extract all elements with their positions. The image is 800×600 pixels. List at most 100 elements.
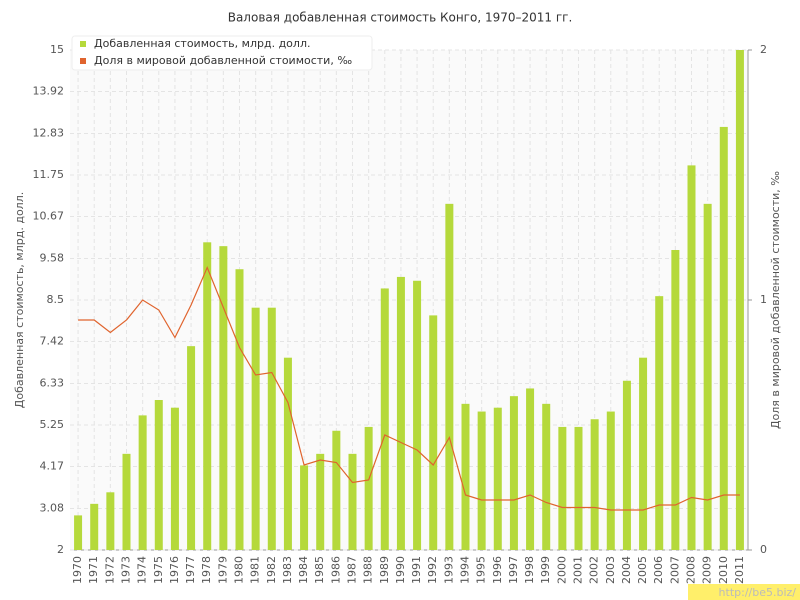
- x-tick-label: 1992: [426, 556, 439, 584]
- x-tick-label: 2011: [733, 556, 746, 584]
- y-tick-label: 11.75: [33, 168, 65, 181]
- bar: [606, 411, 615, 550]
- x-tick-label: 2008: [685, 556, 698, 584]
- bar: [574, 426, 583, 550]
- x-tick-label: 1991: [410, 556, 423, 584]
- bar: [590, 419, 599, 550]
- bar: [267, 307, 276, 550]
- x-tick-label: 2001: [572, 556, 585, 584]
- line: [78, 265, 740, 511]
- bar: [396, 276, 405, 550]
- x-tick-label: 1971: [87, 556, 100, 584]
- bar: [639, 357, 648, 550]
- bar: [364, 426, 373, 550]
- y2-tick-label: 0: [760, 543, 767, 556]
- bar: [332, 430, 341, 550]
- x-tick-label: 1978: [200, 556, 213, 584]
- bar: [509, 396, 518, 550]
- watermark-bg: [688, 584, 800, 600]
- bar: [316, 453, 325, 550]
- legend-label: Добавленная стоимость, млрд. долл.: [94, 37, 310, 50]
- bar: [122, 453, 131, 550]
- bar: [106, 492, 115, 550]
- bar: [251, 307, 260, 550]
- x-tick-label: 1997: [507, 556, 520, 584]
- x-tick-label: 1998: [523, 556, 536, 584]
- bar: [170, 407, 179, 550]
- y-tick-label: 15: [50, 43, 64, 56]
- bar: [203, 242, 212, 551]
- bar: [558, 426, 567, 550]
- bar: [138, 415, 147, 550]
- x-tick-label: 2010: [717, 556, 730, 584]
- bar: [719, 126, 728, 550]
- x-tick-label: 2005: [636, 556, 649, 584]
- chart-title: Валовая добавленная стоимость Конго, 197…: [228, 11, 573, 25]
- legend-label: Доля в мировой добавленной стоимости, ‰: [94, 54, 352, 67]
- bar: [477, 411, 486, 550]
- y-tick-label: 9.58: [40, 251, 65, 264]
- y2-axis-label: Доля в мировой добавленной стоимости, ‰: [769, 171, 782, 429]
- y-tick-label: 12.83: [33, 126, 65, 139]
- bar: [90, 503, 99, 550]
- x-tick-label: 2002: [588, 556, 601, 584]
- y-tick-label: 6.33: [40, 376, 65, 389]
- x-tick-label: 1989: [378, 556, 391, 584]
- bar: [703, 203, 712, 550]
- x-tick-label: 2009: [701, 556, 714, 584]
- bar: [74, 515, 83, 550]
- y-axis-label: Добавленная стоимость, млрд. долл.: [13, 192, 26, 408]
- x-tick-label: 1988: [362, 556, 375, 584]
- y-tick-label: 7.42: [40, 335, 65, 348]
- x-tick-label: 1980: [233, 556, 246, 584]
- x-tick-label: 1986: [329, 556, 342, 584]
- x-tick-label: 1981: [249, 556, 262, 584]
- legend-swatch: [80, 41, 86, 47]
- bar: [655, 296, 664, 550]
- bar: [413, 280, 422, 550]
- x-tick-label: 2003: [604, 556, 617, 584]
- x-tick-label: 1973: [120, 556, 133, 584]
- x-tick-label: 1975: [152, 556, 165, 584]
- bar: [493, 407, 502, 550]
- x-tick-label: 1979: [216, 556, 229, 584]
- y-tick-label: 5.25: [40, 418, 65, 431]
- bar: [735, 50, 744, 550]
- bar: [283, 357, 292, 550]
- x-tick-label: 1984: [297, 556, 310, 584]
- x-tick-label: 1995: [475, 556, 488, 584]
- x-tick-label: 1982: [265, 556, 278, 584]
- bar: [187, 346, 196, 550]
- x-tick-label: 1987: [346, 556, 359, 584]
- bar: [154, 400, 163, 550]
- y-tick-label: 13.92: [33, 85, 65, 98]
- y-tick-label: 10.67: [33, 210, 65, 223]
- bar: [219, 246, 228, 550]
- x-tick-label: 1996: [491, 556, 504, 584]
- watermark: http://be5.biz/: [719, 586, 797, 599]
- x-tick-label: 1983: [281, 556, 294, 584]
- x-tick-label: 2000: [555, 556, 568, 584]
- x-tick-label: 1970: [71, 556, 84, 584]
- bar: [687, 165, 696, 550]
- bar: [526, 388, 535, 550]
- x-tick-label: 2006: [652, 556, 665, 584]
- bar: [671, 250, 680, 550]
- x-tick-label: 1977: [184, 556, 197, 584]
- x-tick-label: 1972: [103, 556, 116, 584]
- y-tick-label: 2: [57, 543, 64, 556]
- legend-swatch: [80, 58, 86, 64]
- x-tick-label: 1974: [136, 556, 149, 584]
- bar: [461, 403, 470, 550]
- x-tick-label: 1976: [168, 556, 181, 584]
- bar: [622, 380, 631, 550]
- y-tick-label: 3.08: [40, 501, 65, 514]
- bar: [235, 269, 244, 550]
- bar: [348, 453, 357, 550]
- bar: [429, 315, 438, 550]
- bar: [380, 288, 389, 550]
- y-tick-label: 8.5: [47, 293, 65, 306]
- x-tick-label: 1990: [394, 556, 407, 584]
- legend: [71, 35, 373, 71]
